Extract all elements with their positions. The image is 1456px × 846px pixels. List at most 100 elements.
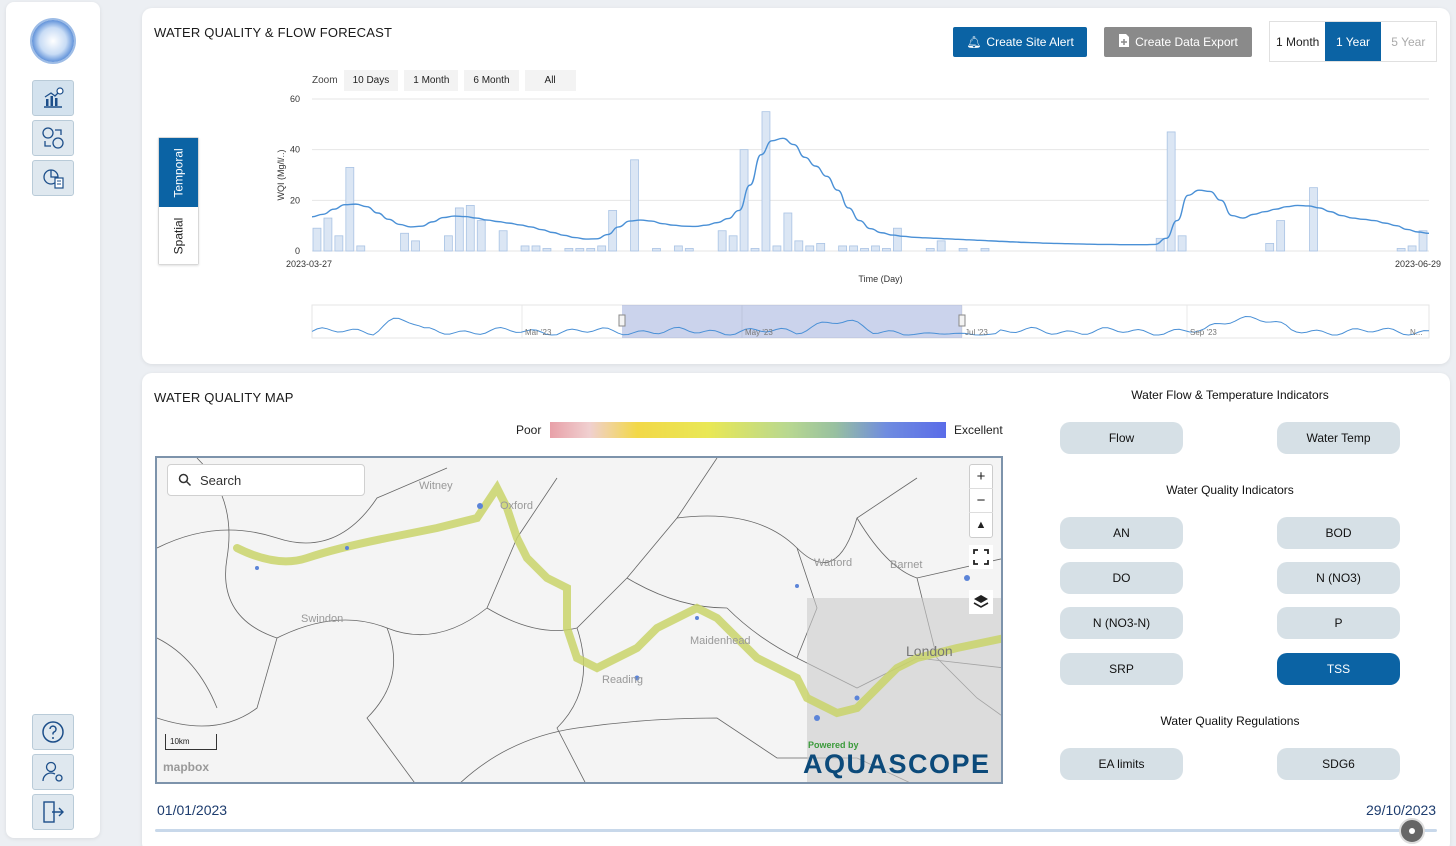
place-maidenhead: Maidenhead xyxy=(690,635,751,647)
zoom-1-month[interactable]: 1 Month xyxy=(404,70,459,91)
place-witney: Witney xyxy=(419,480,453,492)
navigator-line xyxy=(311,315,1430,336)
zoom-6-month[interactable]: 6 Month xyxy=(464,70,519,91)
compass-icon[interactable]: ▲ xyxy=(975,519,987,531)
mapbox-logo[interactable]: mapbox xyxy=(163,760,210,774)
analytics-icon xyxy=(44,87,64,108)
logout-icon xyxy=(43,801,64,823)
timeline-slider-handle[interactable] xyxy=(1399,818,1425,844)
timeline-end-date: 29/10/2023 xyxy=(1366,802,1437,818)
chart-bar xyxy=(772,245,782,252)
regulation-sdg6-button[interactable]: SDG6 xyxy=(1277,748,1400,780)
chart-bar xyxy=(936,240,946,252)
range-1-year[interactable]: 1 Year xyxy=(1325,22,1381,61)
user-settings-nav-button[interactable] xyxy=(32,754,74,790)
chart-bar xyxy=(334,235,344,252)
chart-bar xyxy=(444,235,453,252)
quality-legend-bar xyxy=(550,422,946,438)
place-swindon: Swindon xyxy=(301,613,344,625)
forecast-title: WATER QUALITY & FLOW FORECAST xyxy=(154,25,393,40)
zoom-10-days[interactable]: 10 Days xyxy=(343,70,399,91)
chart-bar xyxy=(816,242,826,252)
create-site-alert-label: Create Site Alert xyxy=(986,35,1074,49)
place-reading: Reading xyxy=(602,674,643,686)
navigator-label: May '23 xyxy=(745,328,773,337)
place-london: London xyxy=(906,643,953,659)
create-data-export-button[interactable]: Create Data Export xyxy=(1104,27,1252,57)
chart-bar xyxy=(345,167,355,252)
quality-indicators-title: Water Quality Indicators xyxy=(1166,483,1294,497)
place-oxford: Oxford xyxy=(500,500,534,512)
indicator-n-no3-button[interactable]: N (NO3) xyxy=(1277,562,1400,594)
indicator-tss-button[interactable]: TSS xyxy=(1277,653,1400,685)
chart-bar xyxy=(564,248,574,252)
forecast-chart[interactable]: 0 20 40 60 WQI (Mg/l/..) 2023-03-27 2023-06-29… xyxy=(272,88,1442,343)
report-nav-button[interactable] xyxy=(32,160,74,196)
legend-poor-label: Poor xyxy=(516,423,542,437)
chart-bar xyxy=(958,248,968,252)
chart-bar xyxy=(882,248,891,252)
powered-by-label: Powered by xyxy=(808,740,859,750)
zoom-controls: Zoom 10 Days 1 Month 6 Month All xyxy=(312,70,576,91)
app-logo[interactable] xyxy=(32,20,74,62)
flow-indicators-title: Water Flow & Temperature Indicators xyxy=(1131,388,1329,402)
y-tick-label: 40 xyxy=(290,145,300,155)
chart-bar xyxy=(356,245,366,252)
navigator-label: Mar '23 xyxy=(525,328,552,337)
analytics-nav-button[interactable] xyxy=(32,80,74,116)
chart-bar xyxy=(465,205,475,252)
timeline-slider-track[interactable] xyxy=(155,829,1437,832)
chart-bar xyxy=(849,245,858,252)
indicator-flow-button[interactable]: Flow xyxy=(1060,422,1183,454)
sidebar xyxy=(6,2,100,838)
x-axis-label: Time (Day) xyxy=(858,274,902,284)
map-search-input[interactable]: Search xyxy=(167,464,365,496)
file-add-icon xyxy=(1118,33,1130,51)
indicator-water-temp-button[interactable]: Water Temp xyxy=(1277,422,1400,454)
report-icon xyxy=(43,169,64,189)
chart-bar xyxy=(1265,242,1275,252)
zoom-all[interactable]: All xyxy=(524,70,576,91)
range-5-year[interactable]: 5 Year xyxy=(1391,34,1426,49)
map-canvas xyxy=(157,458,1001,782)
series-line xyxy=(311,137,1430,246)
indicator-an-button[interactable]: AN xyxy=(1060,517,1183,549)
chart-bar xyxy=(597,245,607,252)
chart-bar xyxy=(400,232,409,252)
timeline-start-date: 01/01/2023 xyxy=(157,802,228,818)
fullscreen-icon[interactable] xyxy=(969,545,993,569)
indicator-bod-button[interactable]: BOD xyxy=(1277,517,1400,549)
map-zoom-controls: + − ▲ xyxy=(969,464,993,538)
layers-icon[interactable] xyxy=(969,590,993,614)
regulation-ea-limits-button[interactable]: EA limits xyxy=(1060,748,1183,780)
y-tick-label: 20 xyxy=(290,195,300,205)
help-nav-button[interactable] xyxy=(32,714,74,750)
chart-bar xyxy=(893,227,902,252)
zoom-out-icon[interactable]: − xyxy=(969,489,993,513)
chart-bar xyxy=(312,227,322,252)
indicator-do-button[interactable]: DO xyxy=(1060,562,1183,594)
zoom-in-icon[interactable]: + xyxy=(969,465,993,489)
indicator-n-no3-n-button[interactable]: N (NO3-N) xyxy=(1060,607,1183,639)
chart-bar xyxy=(805,245,815,252)
exchange-nav-button[interactable] xyxy=(32,120,74,156)
range-1-month[interactable]: 1 Month xyxy=(1275,34,1320,49)
chart-bar xyxy=(728,235,738,252)
x-end-label: 2023-06-29 xyxy=(1395,259,1441,269)
y-tick-label: 60 xyxy=(290,94,300,104)
water-quality-map[interactable]: Witney Oxford Swindon Watford Barnet Mai… xyxy=(155,456,1003,784)
indicator-srp-button[interactable]: SRP xyxy=(1060,653,1183,685)
map-scale: 10km xyxy=(165,734,217,750)
tab-spatial[interactable]: Spatial xyxy=(159,207,198,264)
logout-nav-button[interactable] xyxy=(32,794,74,830)
x-start-label: 2023-03-27 xyxy=(286,259,332,269)
aquascope-logo: AQUASCOPE xyxy=(803,749,991,779)
tab-temporal[interactable]: Temporal xyxy=(159,138,198,207)
y-axis-label: WQI (Mg/l/..) xyxy=(276,150,286,201)
place-watford: Watford xyxy=(814,557,853,569)
create-site-alert-button[interactable]: 🔔︎ Create Site Alert xyxy=(953,27,1087,57)
zoom-label: Zoom xyxy=(312,75,338,86)
chart-bar xyxy=(871,245,880,252)
chart-bar xyxy=(498,230,508,252)
indicator-p-button[interactable]: P xyxy=(1277,607,1400,639)
